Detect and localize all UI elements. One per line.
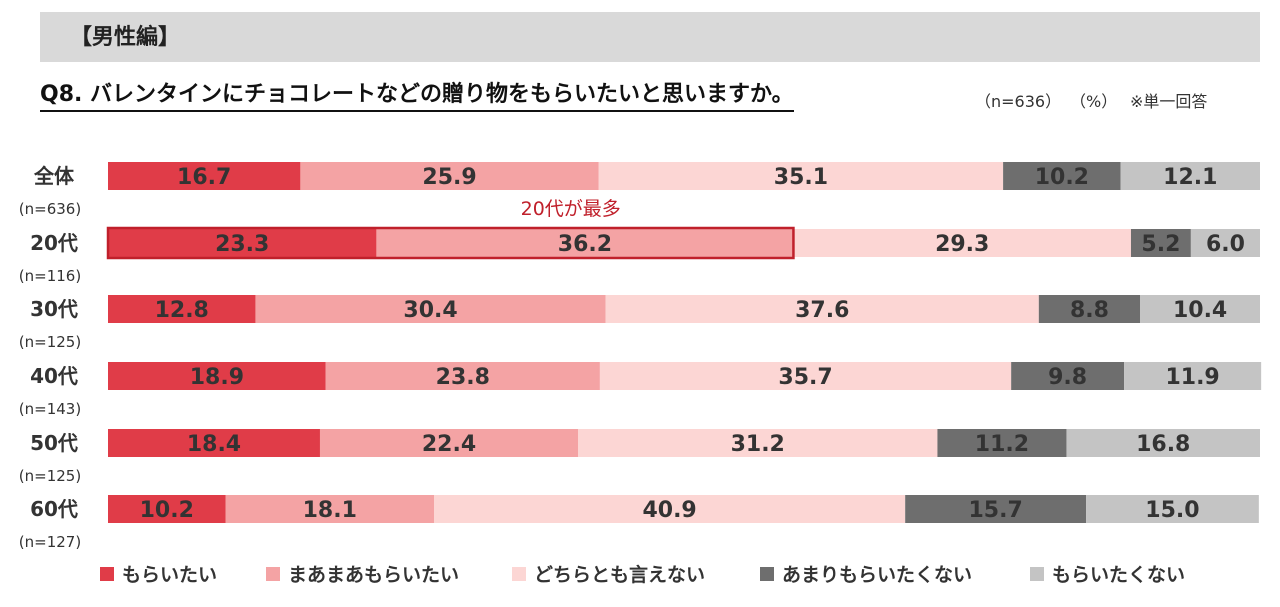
bar-segment: [225, 495, 435, 523]
category-label: 全体: [33, 164, 75, 188]
data-label: 31.2: [731, 432, 785, 457]
sample-size-label: (n=636): [19, 200, 81, 218]
data-label: 35.7: [778, 365, 832, 390]
data-label: 23.8: [436, 365, 490, 390]
bar-segment: [108, 429, 320, 457]
data-label: 9.8: [1048, 365, 1087, 390]
bar-segment: [108, 295, 256, 323]
section-header-band: [40, 12, 1260, 62]
data-label: 37.6: [795, 298, 849, 323]
bar-segment: [605, 295, 1039, 323]
data-label: 10.2: [1035, 165, 1089, 190]
sample-size-label: (n=116): [19, 267, 81, 285]
data-label: 12.8: [155, 298, 209, 323]
legend-label: どちらとも言えない: [534, 564, 706, 586]
data-label: 36.2: [558, 232, 612, 257]
data-label: 15.7: [968, 498, 1022, 523]
bar-segment: [434, 495, 906, 523]
data-label: 15.0: [1145, 498, 1199, 523]
bar-segment: [108, 229, 377, 257]
legend-label: まあまあもらいたい: [288, 564, 460, 586]
data-label: 11.9: [1165, 365, 1219, 390]
data-label: 35.1: [774, 165, 828, 190]
bar-segment: [599, 362, 1012, 390]
sample-size: （n=636）: [975, 92, 1062, 111]
data-label: 10.2: [140, 498, 194, 523]
data-label: 25.9: [422, 165, 476, 190]
legend-swatch: [266, 566, 280, 581]
category-label: 20代: [30, 231, 78, 255]
highlight-box: [106, 226, 795, 260]
bar-segment: [578, 429, 938, 457]
sample-size-label: (n=127): [19, 533, 81, 551]
data-label: 18.9: [190, 365, 244, 390]
bar-segment: [1120, 162, 1260, 190]
bar-segment: [1066, 429, 1260, 457]
bar-segment: [108, 495, 226, 523]
data-label: 30.4: [403, 298, 457, 323]
bar-segment: [108, 162, 301, 190]
bar-segment: [598, 162, 1004, 190]
bar-segment: [1086, 495, 1259, 523]
data-label: 16.8: [1136, 432, 1190, 457]
bar-segment: [1038, 295, 1141, 323]
legend-item: もらいたい: [100, 560, 217, 587]
data-label: 10.4: [1173, 298, 1227, 323]
legend-swatch: [512, 566, 526, 581]
bar-segment: [1011, 362, 1125, 390]
legend-item: もらいたくない: [1030, 560, 1185, 587]
bar-segment: [1003, 162, 1121, 190]
bar-segment: [905, 495, 1087, 523]
legend-swatch: [1030, 566, 1044, 581]
bar-segment: [1130, 229, 1191, 257]
data-label: 18.1: [303, 498, 357, 523]
bar-segment: [108, 362, 326, 390]
data-label: 6.0: [1206, 232, 1245, 257]
data-label: 18.4: [187, 432, 241, 457]
bar-segment: [1190, 229, 1260, 257]
bar-segment: [793, 229, 1131, 257]
data-label: 16.7: [177, 165, 231, 190]
bar-segment: [376, 229, 794, 257]
data-label: 11.2: [975, 432, 1029, 457]
data-label: 12.1: [1163, 165, 1217, 190]
bar-segment: [937, 429, 1067, 457]
data-label: 22.4: [422, 432, 476, 457]
legend-item: まあまあもらいたい: [266, 560, 459, 587]
sample-size-label: (n=125): [19, 467, 81, 485]
data-label: 40.9: [642, 498, 696, 523]
category-label: 60代: [30, 497, 78, 521]
category-label: 30代: [30, 297, 78, 321]
category-label: 50代: [30, 431, 78, 455]
category-label: 40代: [30, 364, 78, 388]
unit-label: （%）: [1070, 92, 1118, 111]
legend-swatch: [760, 566, 774, 581]
legend-item: どちらとも言えない: [512, 560, 705, 587]
legend-swatch: [100, 566, 114, 581]
data-label: 23.3: [215, 232, 269, 257]
chart-legend: もらいたい まあまあもらいたい どちらとも言えない あまりもらいたくない もらいたくない: [100, 560, 1260, 590]
legend-label: あまりもらいたくない: [782, 564, 973, 586]
legend-label: もらいたくない: [1052, 564, 1186, 586]
bar-segment: [255, 295, 606, 323]
section-label: 【男性編】: [70, 25, 181, 50]
annotation-label: 20代が最多: [521, 198, 621, 220]
sample-size-label: (n=143): [19, 400, 81, 418]
data-label: 29.3: [935, 232, 989, 257]
data-label: 8.8: [1070, 298, 1109, 323]
sample-size-label: (n=125): [19, 333, 81, 351]
legend-label: もらいたい: [122, 564, 218, 586]
bar-segment: [325, 362, 600, 390]
data-label: 5.2: [1141, 232, 1180, 257]
bar-segment: [1124, 362, 1262, 390]
bar-segment: [300, 162, 599, 190]
bar-segment: [319, 429, 579, 457]
legend-item: あまりもらいたくない: [760, 560, 972, 587]
bar-segment: [1140, 295, 1260, 323]
question-title: Q8. バレンタインにチョコレートなどの贈り物をもらいたいと思いますか。: [40, 82, 794, 112]
answer-type-note: ※単一回答: [1130, 92, 1208, 111]
